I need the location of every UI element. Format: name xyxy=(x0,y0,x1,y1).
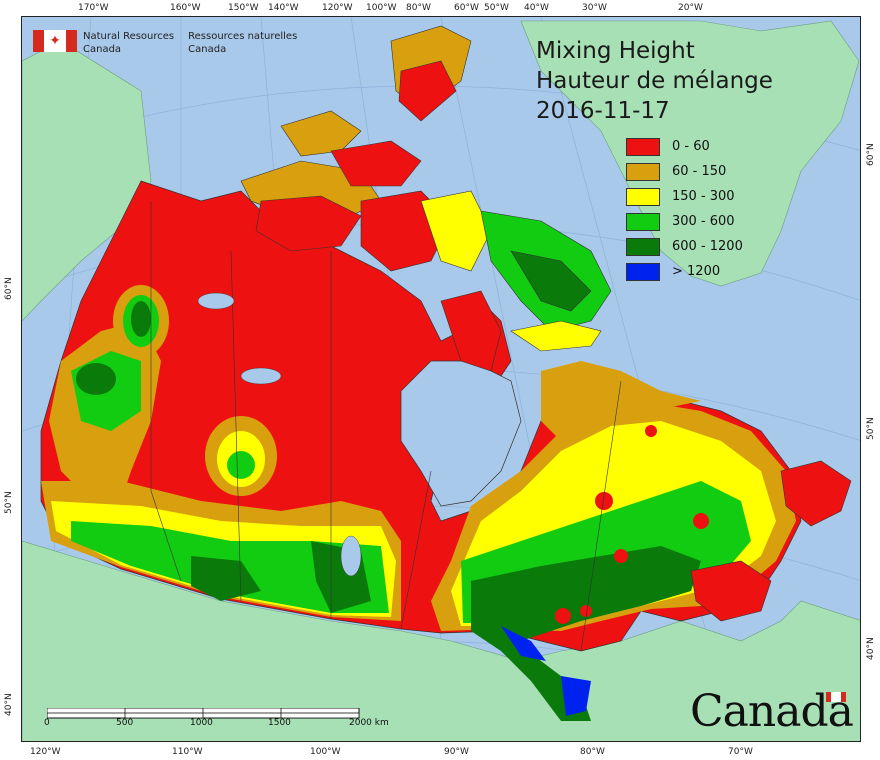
legend-item: 0 - 60 xyxy=(626,134,743,159)
greenland xyxy=(520,20,860,287)
legend-label: 300 - 600 xyxy=(672,214,735,229)
scale-label: 1000 xyxy=(190,718,213,728)
west-darkgreen xyxy=(76,363,116,395)
legend-label: 0 - 60 xyxy=(672,139,710,154)
legend-item: 60 - 150 xyxy=(626,159,743,184)
top-tick: 20°W xyxy=(678,3,703,13)
scale-label: 500 xyxy=(116,718,134,728)
agency-name-fr: Ressources naturelles Canada xyxy=(188,30,297,56)
top-tick: 120°W xyxy=(322,3,353,13)
legend: 0 - 60 60 - 150 150 - 300 300 - 600 600 … xyxy=(626,134,743,284)
wordmark-flag-icon xyxy=(826,692,846,702)
arctic-islands xyxy=(240,25,612,372)
legend-swatch xyxy=(626,212,660,231)
agency-en-line1: Natural Resources xyxy=(83,31,175,42)
east-darkgreen xyxy=(471,546,701,721)
agency-name-en: Natural Resources Canada xyxy=(83,30,174,56)
scale-label: 0 xyxy=(44,718,50,728)
right-tick: 40°N xyxy=(866,637,876,660)
top-tick: 80°W xyxy=(406,3,431,13)
agency-fr-line2: Canada xyxy=(188,44,227,55)
bottom-tick: 110°W xyxy=(172,747,203,757)
agency-signature: ✦ Natural Resources Canada Ressources na… xyxy=(33,30,311,56)
legend-label: 60 - 150 xyxy=(672,164,727,179)
boundaries xyxy=(150,201,622,652)
scale-label: 1500 xyxy=(268,718,291,728)
map-title: Mixing Height Hauteur de mélange 2016-11… xyxy=(536,36,773,126)
lakes xyxy=(197,292,362,577)
legend-label: > 1200 xyxy=(672,264,721,279)
top-tick: 150°W xyxy=(228,3,259,13)
top-tick: 40°W xyxy=(524,3,549,13)
scale-bar-graphic xyxy=(46,707,360,719)
legend-swatch xyxy=(626,162,660,181)
legend-swatch xyxy=(626,187,660,206)
agency-en-line2: Canada xyxy=(83,44,122,55)
top-tick: 160°W xyxy=(170,3,201,13)
legend-item: 600 - 1200 xyxy=(626,234,743,259)
bottom-tick: 90°W xyxy=(444,747,469,757)
top-tick: 100°W xyxy=(366,3,397,13)
right-tick: 50°N xyxy=(866,417,876,440)
legend-item: > 1200 xyxy=(626,259,743,284)
prairie-band-darkgreen xyxy=(191,541,371,613)
scale-bar: 0 500 1000 1500 2000 km xyxy=(44,705,389,728)
bottom-tick: 120°W xyxy=(30,747,61,757)
canada-flag-icon: ✦ xyxy=(33,30,77,52)
legend-label: 150 - 300 xyxy=(672,189,735,204)
map-graphic xyxy=(22,17,860,741)
scale-label: 2000 km xyxy=(349,718,389,728)
newfoundland xyxy=(780,460,852,527)
legend-swatch xyxy=(626,137,660,156)
left-tick: 50°N xyxy=(4,491,14,514)
legend-swatch xyxy=(626,237,660,256)
agency-fr-line1: Ressources naturelles xyxy=(188,31,298,42)
legend-swatch xyxy=(626,262,660,281)
title-line-fr: Hauteur de mélange xyxy=(536,68,773,94)
hudson-bay xyxy=(400,360,522,507)
bc-north-darkgreen xyxy=(131,301,151,337)
sask-green xyxy=(227,451,255,479)
top-tick: 170°W xyxy=(78,3,109,13)
left-tick: 40°N xyxy=(4,693,14,716)
legend-label: 600 - 1200 xyxy=(672,239,743,254)
red-spots xyxy=(555,425,709,624)
labrador-orange xyxy=(541,361,701,441)
left-tick: 60°N xyxy=(4,277,14,300)
right-tick: 60°N xyxy=(866,143,876,166)
legend-item: 300 - 600 xyxy=(626,209,743,234)
bottom-tick: 100°W xyxy=(310,747,341,757)
title-line-en: Mixing Height xyxy=(536,38,695,64)
map-canvas xyxy=(21,16,861,742)
legend-item: 150 - 300 xyxy=(626,184,743,209)
top-tick: 60°W xyxy=(454,3,479,13)
top-tick: 50°W xyxy=(484,3,509,13)
bottom-tick: 70°W xyxy=(728,747,753,757)
bottom-tick: 80°W xyxy=(580,747,605,757)
top-tick: 140°W xyxy=(268,3,299,13)
great-lakes-blue xyxy=(501,626,591,716)
top-tick: 30°W xyxy=(582,3,607,13)
title-date: 2016-11-17 xyxy=(536,98,670,124)
nova-scotia xyxy=(690,560,772,622)
